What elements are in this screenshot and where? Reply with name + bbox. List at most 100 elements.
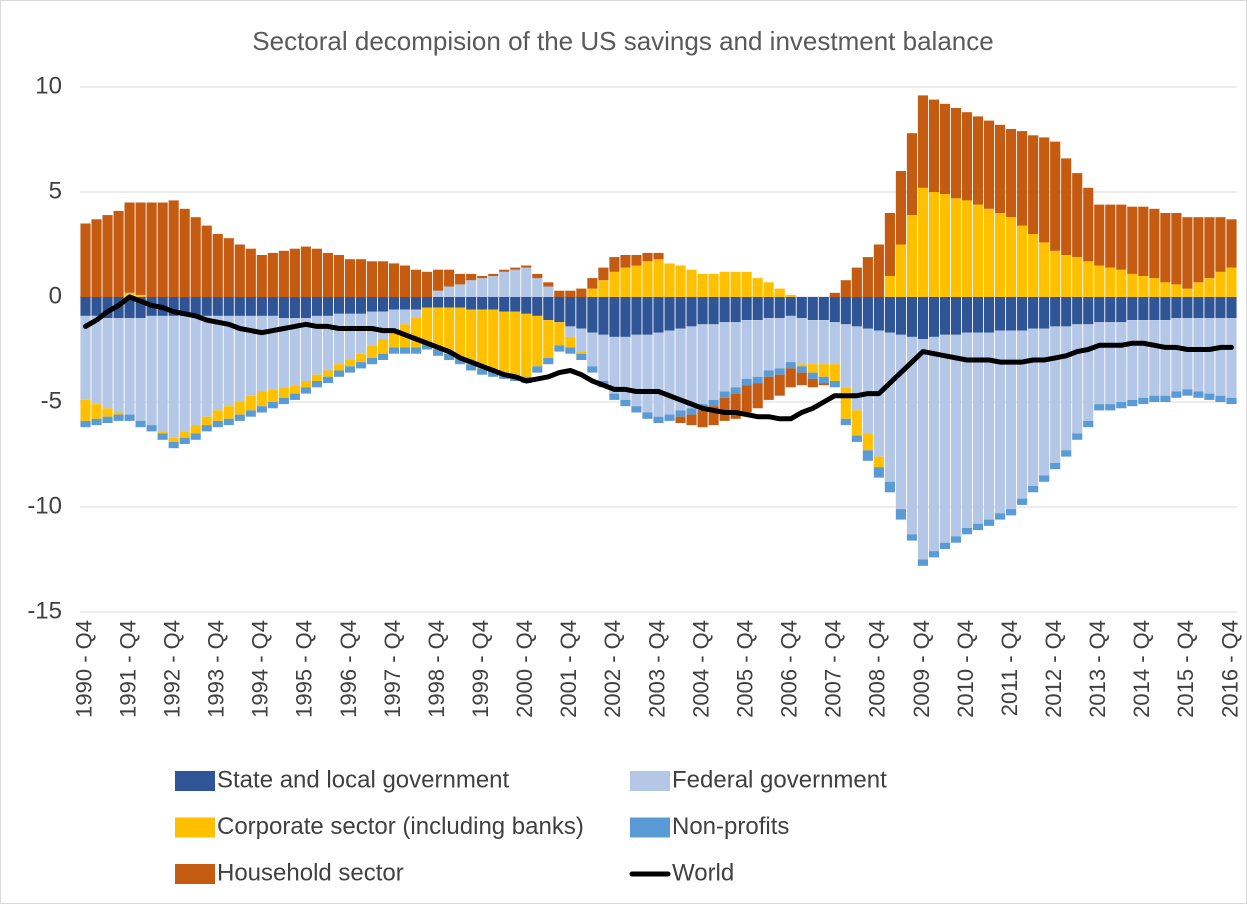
bar-segment (708, 297, 719, 325)
bar-segment (355, 313, 367, 354)
x-tick-label: 1998 - Q4 (424, 620, 449, 718)
bar-segment (1160, 213, 1171, 283)
bar-segment (1061, 255, 1072, 297)
bar-segment (1050, 462, 1061, 470)
bar-segment (488, 273, 499, 276)
bar-segment (829, 322, 840, 365)
bar-segment (961, 297, 973, 333)
bar-segment (961, 332, 973, 528)
bar-segment (256, 391, 267, 407)
bar-segment (455, 297, 466, 308)
bar-segment (653, 416, 664, 423)
bar-segment (840, 387, 851, 419)
bar-segment (972, 116, 984, 205)
bar-segment (124, 202, 135, 293)
bar-segment (399, 297, 411, 310)
bar-segment (1193, 318, 1204, 392)
bar-segment (686, 408, 697, 415)
bar-segment (763, 370, 774, 377)
bar-segment (774, 368, 785, 375)
bar-segment (984, 297, 995, 333)
bar-segment (565, 290, 576, 297)
bar-segment (642, 412, 653, 419)
bar-segment (477, 278, 488, 297)
bar-segment (1094, 297, 1105, 323)
bar-segment (1006, 129, 1017, 218)
bar-segment (928, 336, 940, 552)
bar-segment (1215, 271, 1226, 297)
bar-segment (91, 219, 102, 297)
bar-segment (113, 318, 124, 413)
legend-label: State and local government (217, 766, 510, 793)
bar-segment (1072, 297, 1083, 325)
x-tick-label: 2001 - Q4 (556, 620, 581, 718)
bar-segment (113, 414, 124, 421)
bar-segment (80, 315, 91, 400)
bar-segment (840, 324, 851, 388)
bar-segment (1006, 330, 1017, 510)
bar-segment (928, 551, 940, 558)
legend-label: World (672, 859, 734, 886)
bar-segment (488, 309, 499, 371)
bar-segment (477, 276, 488, 279)
bar-segment (598, 297, 609, 335)
bar-segment (190, 217, 201, 297)
bar-segment (763, 297, 774, 318)
x-tick-label: 2007 - Q4 (821, 620, 846, 718)
bar-segment (377, 339, 389, 354)
bar-segment (741, 271, 752, 297)
bar-segment (818, 364, 829, 377)
bar-segment (168, 441, 179, 449)
bar-segment (785, 315, 796, 363)
bar-segment (124, 318, 135, 415)
bar-segment (1050, 141, 1061, 251)
bar-segment (455, 284, 466, 297)
bar-segment (774, 318, 785, 369)
bar-segment (1171, 284, 1182, 297)
bar-segment (91, 297, 102, 316)
bar-segment (256, 406, 267, 413)
bar-segment (300, 387, 311, 394)
bar-segment (91, 418, 102, 426)
bar-segment (587, 288, 598, 297)
bar-segment (190, 425, 201, 434)
bar-segment (344, 297, 356, 314)
bar-segment (179, 431, 190, 438)
bar-segment (388, 347, 400, 354)
bar-segment (1215, 297, 1226, 318)
bar-segment (300, 318, 311, 381)
bar-segment (708, 399, 719, 407)
bar-segment (609, 257, 620, 272)
bar-segment (1061, 326, 1072, 451)
bar-segment (598, 334, 609, 381)
bar-segment (1050, 297, 1061, 327)
bar-segment (818, 383, 829, 386)
bar-segment (399, 265, 411, 297)
legend-swatch (630, 771, 670, 791)
bar-segment (598, 267, 609, 281)
bar-segment (289, 393, 300, 400)
bar-segment (719, 322, 730, 392)
bar-segment (124, 297, 135, 318)
bar-segment (212, 234, 223, 297)
bar-segment (91, 315, 102, 405)
bar-segment (653, 259, 664, 297)
bar-segment (366, 357, 378, 365)
bar-segment (554, 297, 565, 323)
bar-segment (984, 120, 995, 209)
bar-segment (179, 208, 190, 297)
x-tick-label: 1990 - Q4 (71, 620, 96, 718)
bar-segment (1083, 297, 1094, 325)
x-tick-label: 2006 - Q4 (777, 620, 802, 718)
bar-segment (1193, 297, 1204, 318)
bar-segment (201, 425, 212, 432)
bar-segment (1094, 322, 1105, 405)
bar-segment (928, 192, 940, 297)
bar-segment (146, 202, 157, 297)
bar-segment (146, 425, 157, 432)
bar-segment (256, 315, 267, 392)
bar-segment (895, 297, 906, 335)
bar-segment (1105, 297, 1116, 323)
bar-segment (851, 267, 862, 297)
